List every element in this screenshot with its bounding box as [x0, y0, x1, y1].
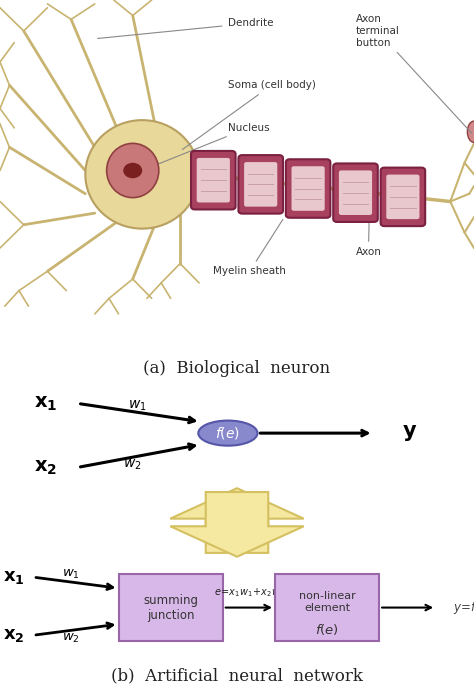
FancyBboxPatch shape	[238, 155, 283, 214]
FancyBboxPatch shape	[244, 162, 277, 207]
Text: $\mathbf{y}$: $\mathbf{y}$	[402, 423, 418, 443]
FancyBboxPatch shape	[118, 574, 223, 641]
FancyBboxPatch shape	[275, 574, 379, 641]
Ellipse shape	[107, 143, 159, 198]
Text: $w_2$: $w_2$	[62, 632, 80, 644]
Text: $\mathbf{x_1}$: $\mathbf{x_1}$	[3, 568, 25, 586]
Ellipse shape	[198, 421, 257, 446]
Text: Myelin sheath: Myelin sheath	[213, 219, 286, 276]
Text: $w_1$: $w_1$	[128, 399, 146, 413]
FancyBboxPatch shape	[197, 158, 230, 203]
Ellipse shape	[467, 121, 474, 143]
FancyBboxPatch shape	[386, 174, 419, 219]
Text: $f(e)$: $f(e)$	[215, 425, 240, 441]
Text: non-linear
element: non-linear element	[299, 591, 356, 613]
Text: Axon
terminal
button: Axon terminal button	[356, 15, 472, 134]
Polygon shape	[170, 492, 304, 556]
Text: $e\!=\!x_1w_1\!+\!x_2w_2$: $e\!=\!x_1w_1\!+\!x_2w_2$	[214, 586, 284, 599]
Text: $y\!=\!f(e)$: $y\!=\!f(e)$	[453, 599, 474, 616]
Text: (b)  Artificial  neural  network: (b) Artificial neural network	[111, 667, 363, 684]
Circle shape	[123, 163, 142, 179]
FancyBboxPatch shape	[286, 159, 330, 218]
Text: $w_1$: $w_1$	[62, 568, 80, 581]
FancyBboxPatch shape	[339, 170, 372, 215]
Text: Nucleus: Nucleus	[154, 123, 269, 165]
Text: $\mathbf{x_1}$: $\mathbf{x_1}$	[34, 394, 57, 413]
Text: $\mathbf{x_2}$: $\mathbf{x_2}$	[3, 626, 25, 644]
Text: Axon: Axon	[356, 197, 382, 257]
Text: Soma (cell body): Soma (cell body)	[182, 80, 315, 149]
Text: $f(e)$: $f(e)$	[315, 622, 339, 637]
Ellipse shape	[85, 120, 199, 228]
FancyBboxPatch shape	[292, 166, 325, 211]
Text: Dendrite: Dendrite	[98, 18, 273, 39]
Text: summing
junction: summing junction	[143, 594, 198, 621]
FancyBboxPatch shape	[381, 167, 425, 226]
Text: $\mathbf{x_2}$: $\mathbf{x_2}$	[34, 458, 57, 477]
Text: (a)  Biological  neuron: (a) Biological neuron	[144, 360, 330, 376]
FancyBboxPatch shape	[191, 151, 236, 210]
Text: $w_2$: $w_2$	[123, 458, 142, 473]
Polygon shape	[170, 489, 304, 553]
FancyBboxPatch shape	[333, 163, 378, 222]
